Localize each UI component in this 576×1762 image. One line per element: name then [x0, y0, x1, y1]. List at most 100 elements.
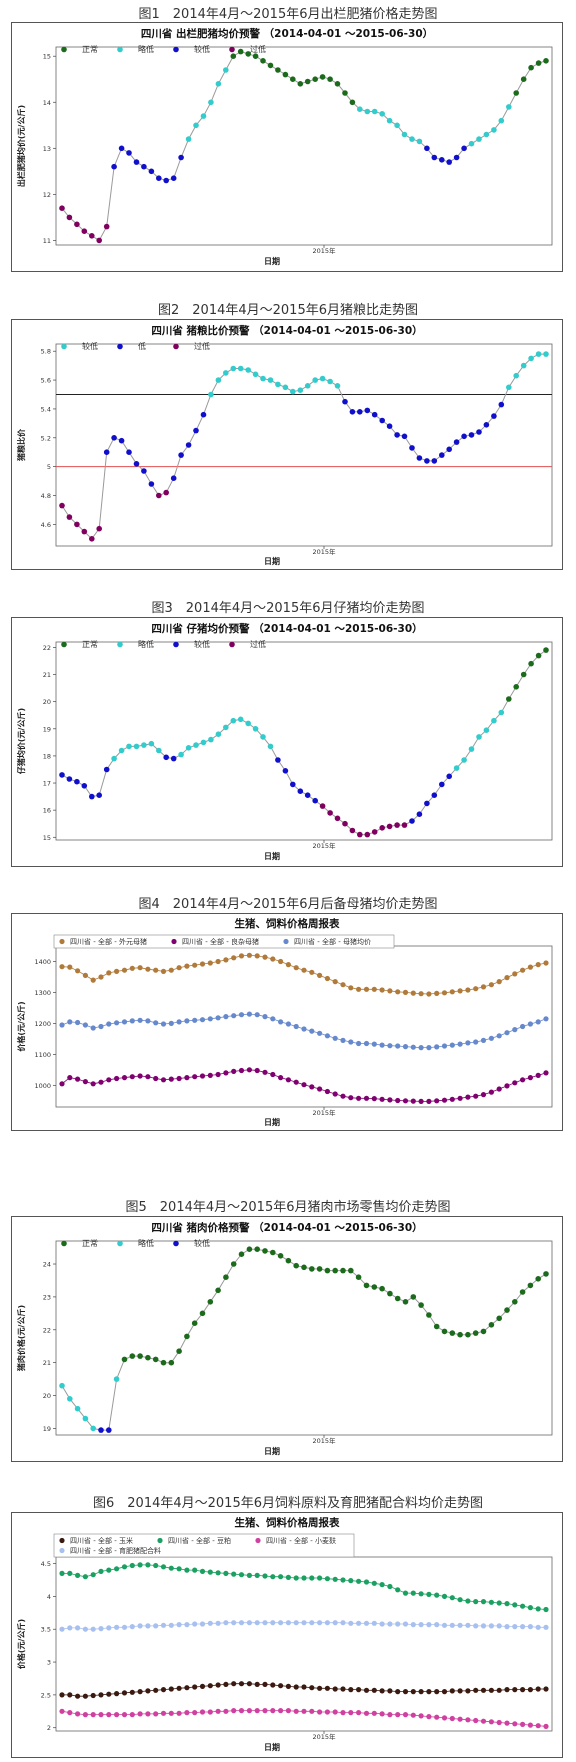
data-point	[223, 1708, 229, 1714]
data-point	[156, 492, 162, 499]
data-point	[410, 1590, 416, 1596]
data-point	[363, 1687, 370, 1693]
data-point	[282, 384, 289, 391]
data-point	[395, 1712, 401, 1718]
data-point	[285, 1021, 291, 1027]
data-point	[223, 67, 229, 73]
data-point	[111, 755, 117, 762]
data-point	[270, 1682, 276, 1688]
data-point	[418, 1591, 424, 1597]
data-point	[163, 489, 169, 496]
data-point	[82, 972, 88, 978]
data-point	[473, 1717, 479, 1724]
data-point	[309, 1685, 315, 1691]
data-point	[371, 411, 378, 418]
x-axis-label: 日期	[264, 851, 280, 861]
data-point	[387, 1290, 393, 1297]
data-point	[416, 811, 423, 817]
y-tick-label: 17	[43, 780, 51, 788]
data-point	[543, 1016, 549, 1022]
data-point	[304, 78, 311, 85]
legend-marker-slightly_low	[117, 641, 123, 648]
data-point	[106, 970, 112, 976]
data-point	[340, 1620, 346, 1626]
data-point	[480, 1687, 487, 1693]
data-point	[426, 1622, 432, 1628]
data-point	[409, 136, 415, 142]
data-point	[309, 1620, 315, 1626]
data-point	[439, 452, 445, 458]
data-point	[334, 815, 341, 822]
data-point	[527, 1624, 534, 1630]
data-point	[441, 1715, 448, 1721]
data-point	[434, 1098, 440, 1104]
data-point	[543, 1070, 549, 1076]
data-point	[426, 1312, 432, 1318]
y-axis-label: 价格(元/公斤)	[16, 1619, 26, 1669]
data-point	[301, 1082, 307, 1088]
data-point	[192, 962, 198, 968]
data-point	[176, 965, 182, 971]
data-point	[285, 1620, 291, 1626]
data-point	[75, 1076, 81, 1082]
data-point	[114, 1691, 120, 1697]
data-point	[461, 145, 467, 152]
data-point	[192, 1017, 198, 1023]
data-point	[184, 1018, 190, 1024]
data-point	[168, 967, 174, 973]
data-point	[304, 792, 311, 798]
data-point	[457, 1041, 463, 1047]
data-point	[483, 422, 490, 428]
data-point	[191, 1320, 198, 1326]
data-point	[129, 1018, 135, 1024]
data-point	[81, 228, 88, 234]
data-point	[301, 967, 307, 973]
data-point	[394, 432, 400, 438]
data-point	[506, 696, 512, 702]
legend-label: 正常	[82, 1239, 98, 1248]
chart-title: 四川省 猪粮比价预警 （2014-04-01 ～2015-06-30）	[151, 324, 422, 337]
data-point	[114, 1712, 120, 1718]
data-point	[504, 1307, 510, 1313]
legend-label: 略低	[138, 1238, 154, 1248]
data-point	[332, 979, 338, 985]
y-tick-label: 15	[43, 53, 51, 61]
data-point	[103, 223, 110, 230]
data-point	[121, 1019, 128, 1025]
data-point	[184, 1710, 190, 1716]
data-point	[200, 739, 207, 746]
data-point	[473, 986, 479, 992]
data-point	[285, 1683, 291, 1689]
data-point	[262, 1069, 268, 1075]
data-point	[535, 1606, 541, 1612]
data-point	[82, 1079, 88, 1085]
data-point	[90, 1425, 96, 1432]
data-point	[506, 384, 512, 391]
x-axis-label: 日期	[264, 1117, 280, 1127]
data-point	[513, 684, 519, 690]
x-axis-label: 日期	[264, 1446, 280, 1456]
data-point	[431, 458, 438, 464]
data-point	[434, 1714, 440, 1720]
data-point	[387, 1043, 393, 1049]
data-point	[512, 1687, 518, 1693]
data-point	[89, 793, 95, 800]
data-point	[282, 71, 289, 78]
legend-marker	[59, 1537, 65, 1544]
data-point	[270, 1620, 276, 1626]
legend-label: 正常	[82, 640, 98, 649]
data-point	[223, 1274, 229, 1280]
data-point	[379, 1582, 385, 1588]
legend-label: 较低	[194, 1238, 210, 1248]
data-point	[491, 413, 497, 419]
x-tick-label: 2015年	[312, 1732, 336, 1741]
data-point	[297, 81, 304, 87]
data-point	[371, 1710, 377, 1716]
data-point	[480, 1328, 487, 1335]
data-point	[327, 378, 333, 385]
data-point	[67, 1075, 73, 1081]
chart-panel-4: 生猪、饲料价格周报表 1000 1100 1200 1300 1400 2015年 日期 价格(…	[11, 913, 563, 1131]
data-point	[402, 1590, 409, 1596]
data-point	[74, 521, 80, 528]
data-point	[230, 717, 237, 724]
